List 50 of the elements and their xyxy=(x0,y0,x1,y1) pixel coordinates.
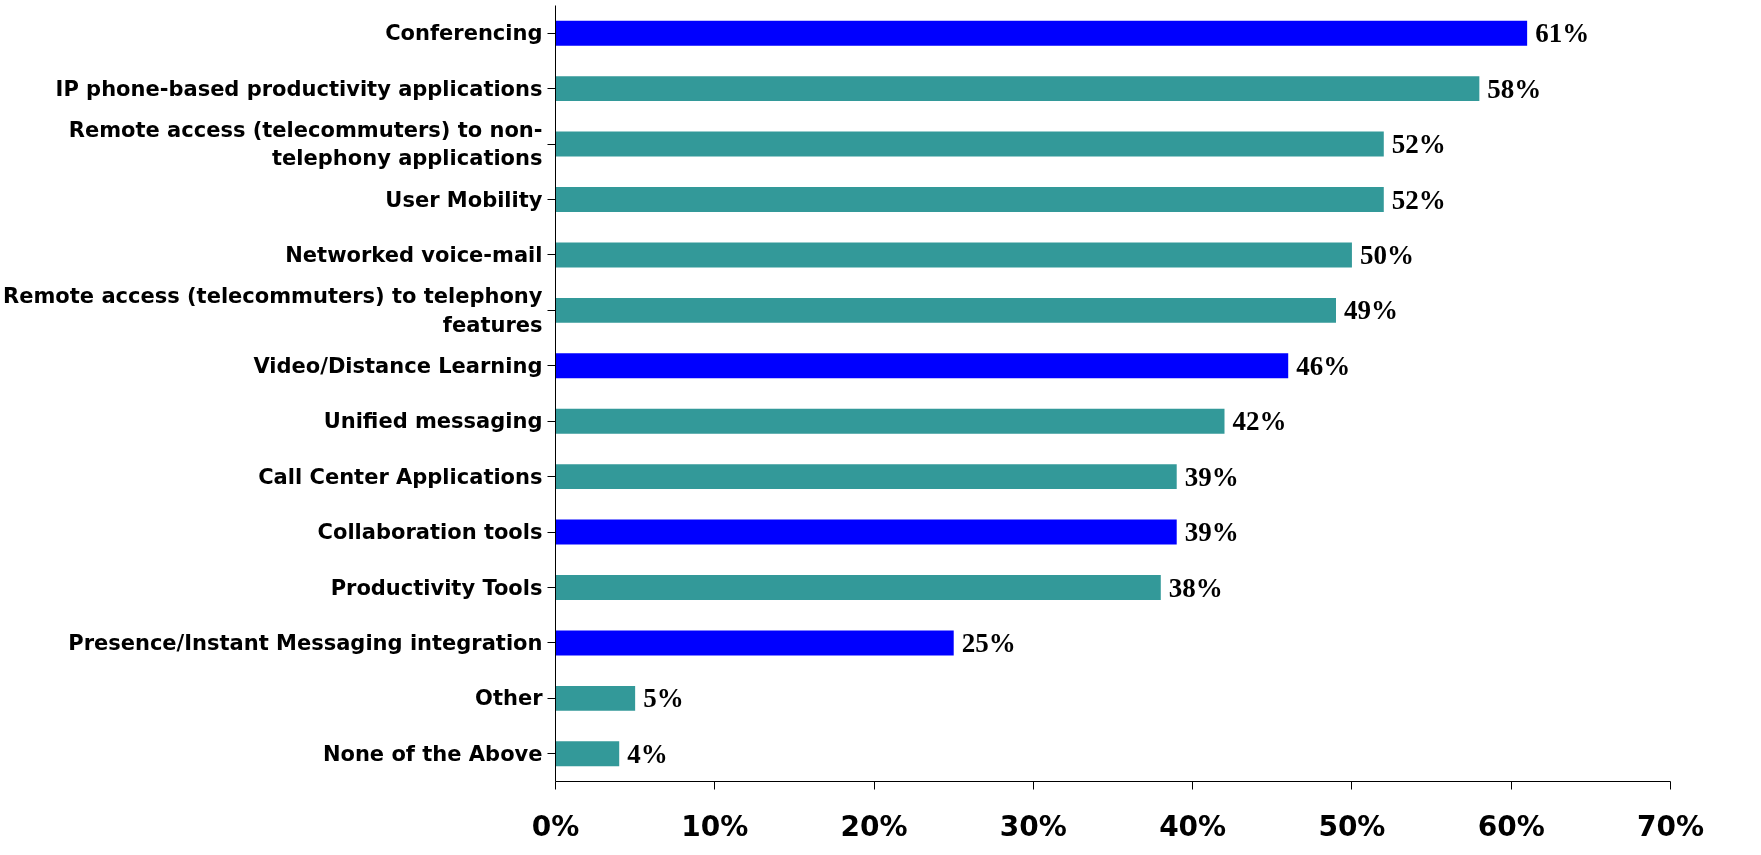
x-tick-label: 10% xyxy=(681,809,749,843)
bar xyxy=(555,408,1225,434)
data-label: 52% xyxy=(1391,129,1446,160)
bar xyxy=(555,297,1336,323)
y-tick-label: Remote access (telecommuters) to non-telephony applications xyxy=(68,117,543,171)
data-label: 39% xyxy=(1184,517,1239,548)
bar xyxy=(555,242,1352,268)
x-tick-label: 70% xyxy=(1636,809,1705,843)
data-label: 52% xyxy=(1391,184,1446,215)
bar xyxy=(555,519,1177,545)
y-tick-label: None of the Above xyxy=(322,741,543,766)
bar xyxy=(555,131,1384,157)
data-label: 39% xyxy=(1184,461,1239,492)
data-label: 25% xyxy=(961,627,1016,658)
y-tick-label: Unified messaging xyxy=(323,409,543,434)
bar xyxy=(555,76,1480,102)
y-tick-label: Other xyxy=(475,686,544,711)
bar xyxy=(555,187,1384,212)
y-tick-label: Presence/Instant Messaging integration xyxy=(68,630,543,655)
x-tick-label: 20% xyxy=(840,809,908,843)
data-label: 58% xyxy=(1487,73,1542,104)
bar xyxy=(555,685,636,711)
y-tick-label: User Mobility xyxy=(385,187,543,212)
bar xyxy=(555,741,620,767)
data-label: 42% xyxy=(1232,406,1287,437)
data-label: 46% xyxy=(1296,350,1351,381)
y-tick-label: IP phone-based productivity applications xyxy=(55,76,543,101)
data-label: 49% xyxy=(1344,295,1398,326)
x-tick-label: 40% xyxy=(1159,809,1227,843)
data-label: 38% xyxy=(1168,572,1223,603)
data-label: 5% xyxy=(643,683,684,714)
y-tick-label: Remote access (telecommuters) to telephony features xyxy=(3,283,543,337)
y-tick-label: Collaboration tools xyxy=(317,520,543,545)
bar xyxy=(555,20,1528,46)
data-label: 61% xyxy=(1535,18,1590,49)
bar xyxy=(555,464,1177,490)
data-label: 50% xyxy=(1359,239,1414,270)
y-tick-label: Video/Distance Learning xyxy=(253,353,543,378)
x-tick-label: 30% xyxy=(999,809,1067,843)
x-tick-label: 0% xyxy=(531,809,580,843)
bar xyxy=(555,353,1289,379)
y-tick-label: Conferencing xyxy=(385,21,543,46)
bar xyxy=(555,575,1161,600)
y-tick-label: Productivity Tools xyxy=(330,575,543,600)
y-tick-label: Networked voice-mail xyxy=(285,242,543,267)
data-label: 4% xyxy=(627,738,668,769)
x-tick-label: 50% xyxy=(1318,809,1386,843)
y-tick-label: Call Center Applications xyxy=(258,464,543,489)
bar xyxy=(555,630,954,656)
x-tick-label: 60% xyxy=(1477,809,1545,843)
